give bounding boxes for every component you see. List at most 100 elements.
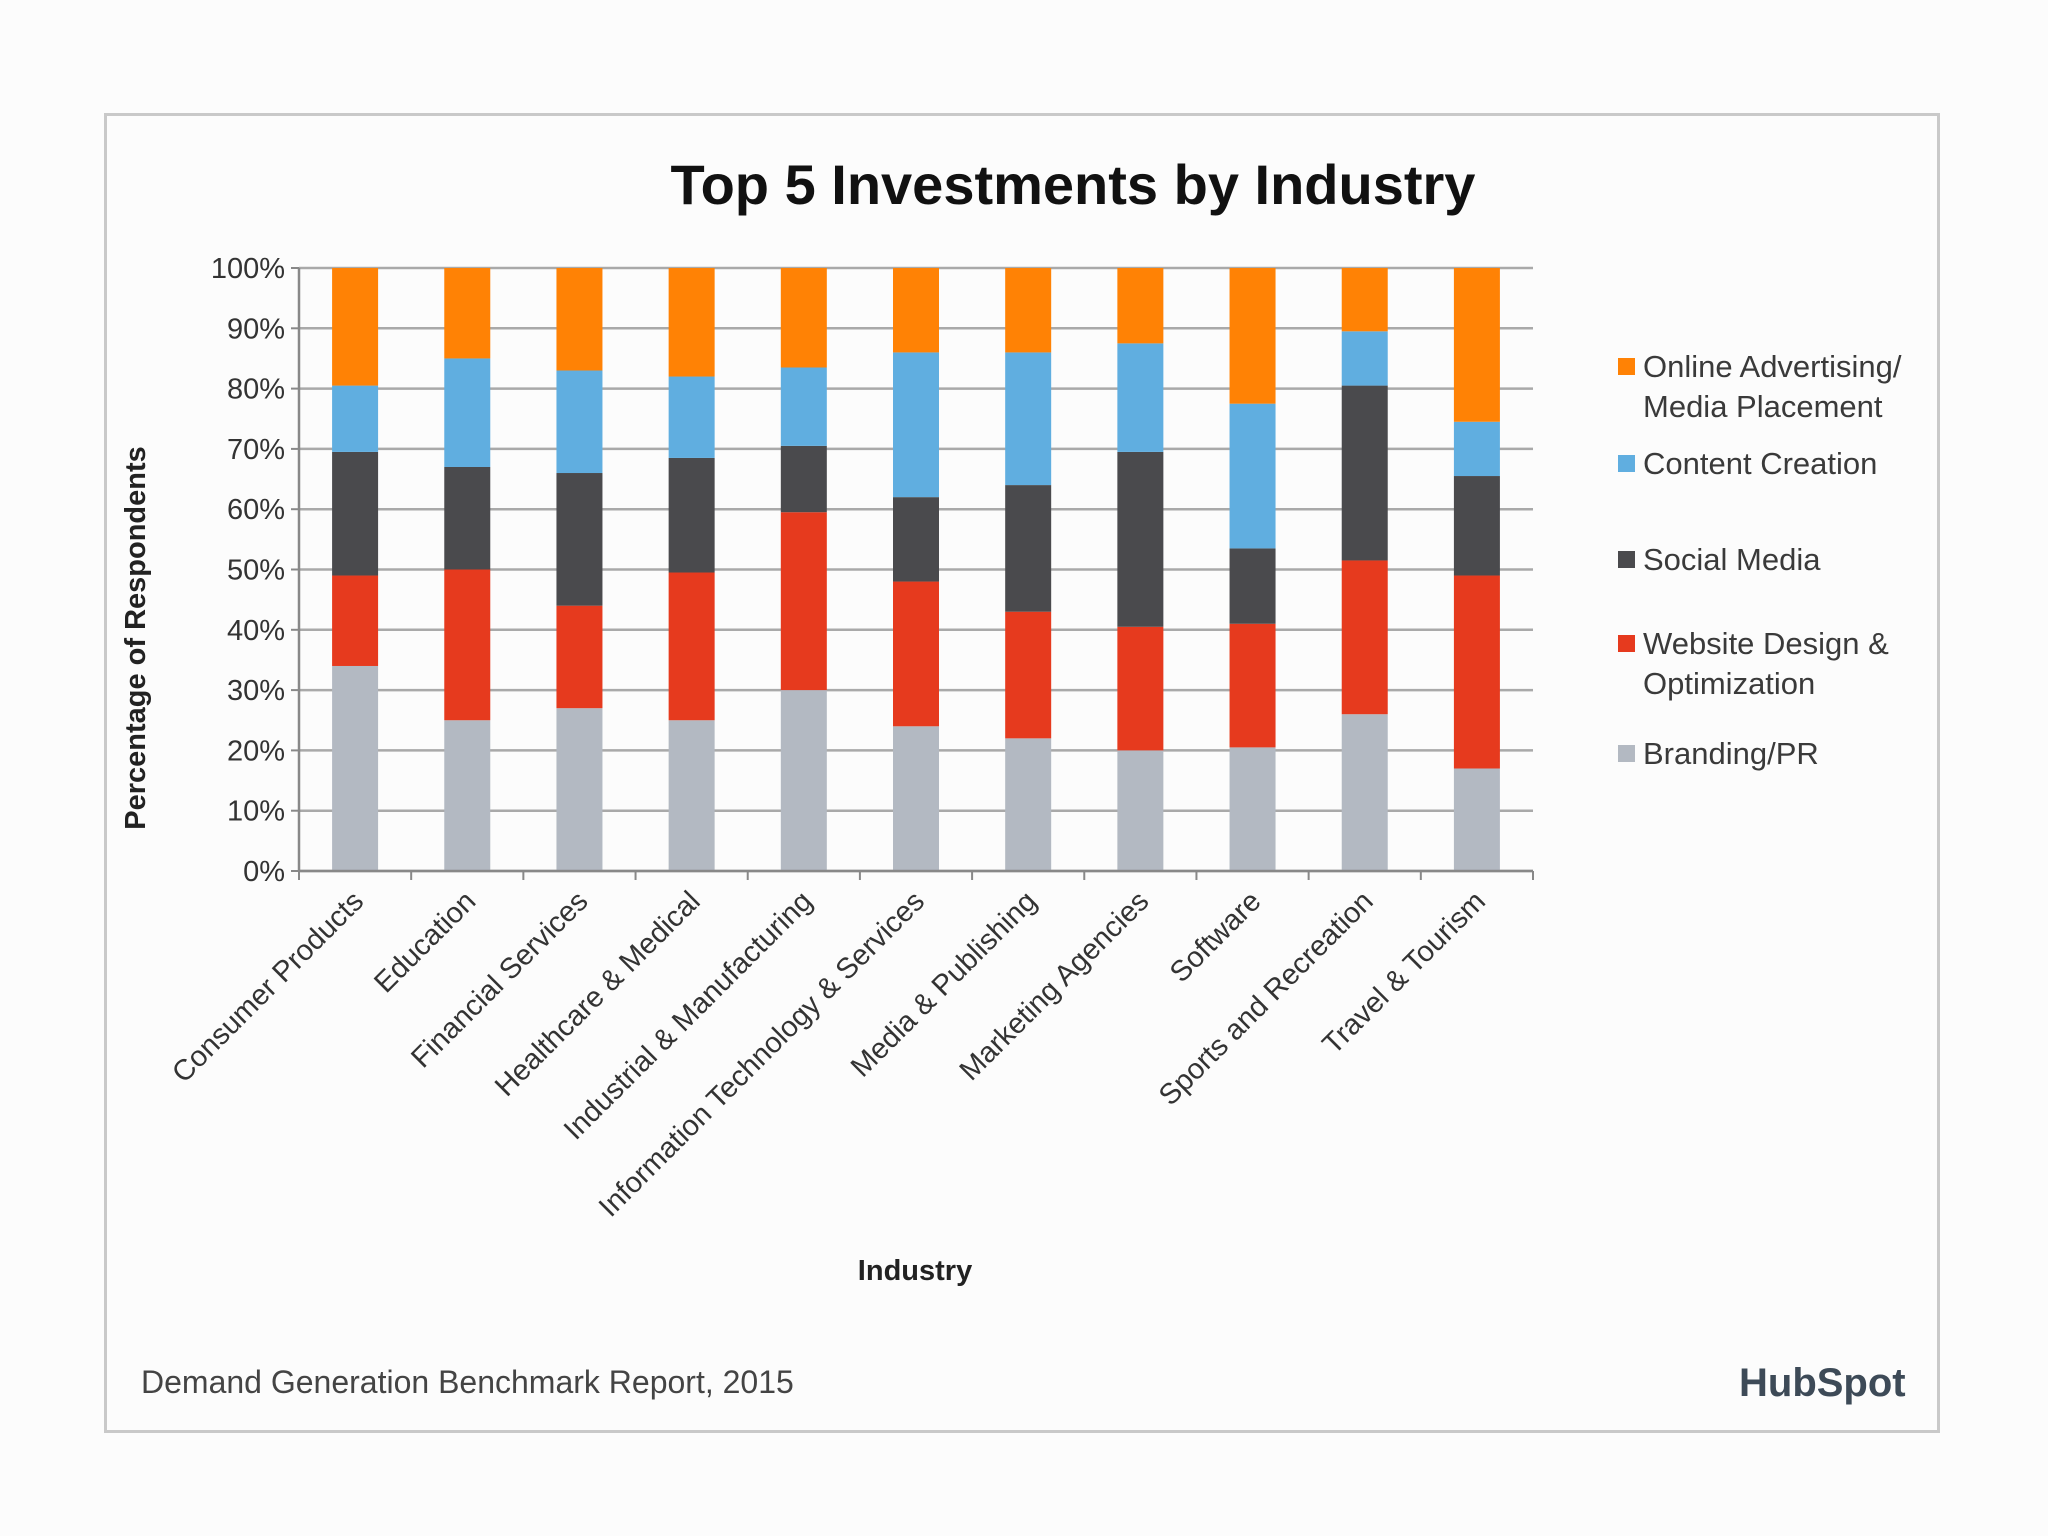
x-category-label: Software [1164,885,1268,989]
legend-label: Website Design & [1643,626,1889,661]
bar-segment [1229,747,1276,871]
bar-segment [1005,268,1052,353]
y-tick-label: 30% [227,675,285,707]
bar-segment [1005,352,1052,486]
y-tick-label: 50% [227,555,285,587]
bar-segment [1117,268,1164,344]
x-category-label: Consumer Products [166,885,370,1089]
bar-segment [556,370,603,474]
x-category-label: Sports and Recreation [1153,885,1380,1112]
bar-segment [1229,268,1276,404]
source-citation: Demand Generation Benchmark Report, 2015 [141,1364,794,1400]
bar-segment [1005,485,1052,612]
legend-item: Social Media [1618,542,1821,577]
bar-segment [556,708,603,871]
y-axis-label: Percentage of Respondents [120,446,152,830]
bars [332,268,1500,871]
chart: Top 5 Investments by Industry 0% 10% 20% 30… [120,153,1906,1405]
legend-swatch [1618,455,1635,472]
x-category-label: Healthcare & Medical [489,885,707,1103]
bar-segment [668,457,715,573]
y-tick-label: 10% [227,796,285,828]
bar-segment [1117,343,1164,452]
bar-segment [1453,768,1500,871]
y-tick-label: 90% [227,313,285,345]
bar-segment [1341,385,1388,561]
bar-stack [1117,268,1164,871]
legend-label: Branding/PR [1643,736,1819,771]
bar-segment [1117,451,1164,627]
bar-segment [893,726,939,871]
y-axis-ticks: 0% 10% 20% 30% 40% 50% 60% 70% 80% 90% 100% [211,253,299,888]
bar-stack [332,268,379,871]
bar-segment [668,572,715,721]
bar-stack [444,268,491,871]
bar-segment [893,268,939,353]
bar-segment [444,268,491,359]
legend-item: Content Creation [1618,446,1877,481]
bar-segment [780,268,827,368]
legend-item: Branding/PR [1618,736,1819,771]
bar-segment [444,720,491,871]
bar-segment [1117,626,1164,751]
bar-segment [893,352,939,498]
chart-frame: Top 5 Investments by Industry 0% 10% 20% 30… [104,113,1940,1433]
bar-segment [780,445,827,513]
y-tick-label: 60% [227,494,285,526]
bar-segment [1005,738,1052,871]
legend: Online Advertising/Media Placement Conten… [1618,349,1902,771]
bar-segment [780,512,827,691]
bar-segment [444,569,491,721]
legend-item: Online Advertising/Media Placement [1618,349,1902,424]
legend-label-line2: Optimization [1643,666,1815,701]
chart-title: Top 5 Investments by Industry [671,153,1476,216]
bar-segment [556,605,603,709]
bar-stack [1341,268,1388,871]
bar-segment [332,268,379,386]
bar-segment [1341,714,1388,871]
bar-stack [668,268,715,871]
y-tick-label: 0% [243,856,285,888]
hubspot-logo-text: HubSpot [1739,1361,1906,1405]
legend-label: Social Media [1643,542,1821,577]
axes [297,268,1534,880]
x-category-label: Education [368,885,482,999]
bar-segment [444,358,491,467]
bar-segment [332,575,379,666]
legend-label: Content Creation [1643,446,1877,481]
bar-segment [893,497,939,582]
bar-segment [332,665,379,871]
hubspot-logo: HubSpot [1739,1361,1906,1405]
legend-swatch [1618,635,1635,652]
bar-segment [893,581,939,727]
bar-stack [1229,268,1276,871]
bar-segment [1453,268,1500,422]
x-category-label: Media & Publishing [845,885,1043,1083]
bar-segment [780,690,827,871]
bar-segment [1229,623,1276,748]
bar-segment [444,466,491,570]
bar-segment [1341,331,1388,386]
legend-label-line2: Media Placement [1643,389,1883,424]
bar-segment [668,720,715,871]
x-axis-label: Industry [858,1255,972,1287]
bar-segment [332,451,379,576]
bar-stack [556,268,603,871]
bar-segment [1229,548,1276,624]
bar-segment [556,473,603,606]
bar-stack [780,268,827,871]
x-category-label: Marketing Agencies [954,885,1156,1087]
legend-swatch [1618,551,1635,568]
bar-segment [1005,611,1052,739]
y-tick-label: 40% [227,615,285,647]
legend-swatch [1618,358,1635,375]
legend-item: Website Design & Optimization [1618,626,1889,701]
bar-segment [668,376,715,458]
bar-segment [332,385,379,452]
bar-stack [1453,268,1500,871]
y-tick-label: 70% [227,434,285,466]
y-tick-label: 20% [227,735,285,767]
legend-swatch [1618,745,1635,762]
bar-segment [1341,268,1388,332]
